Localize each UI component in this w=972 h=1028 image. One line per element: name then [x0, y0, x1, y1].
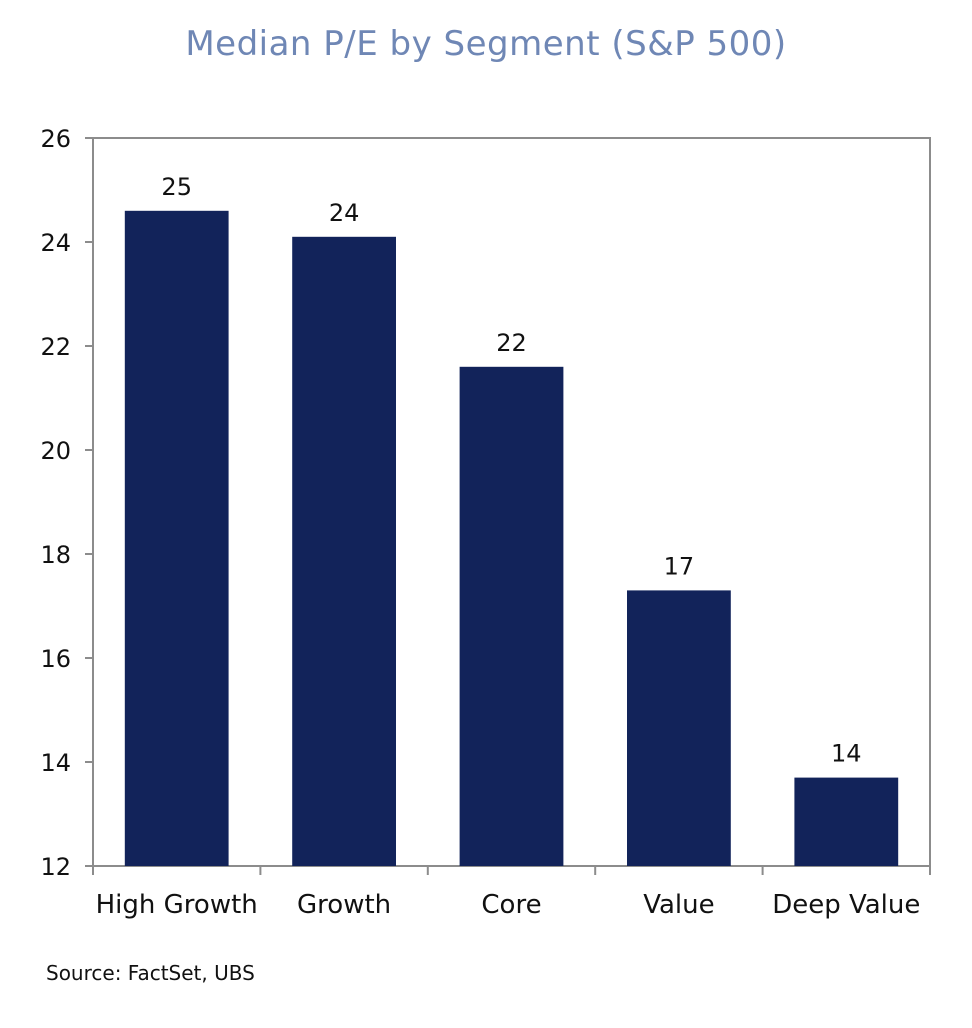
x-tick-label: Core: [481, 890, 541, 920]
y-tick-label: 20: [40, 437, 71, 465]
bar: [124, 210, 229, 867]
data-label: 25: [161, 173, 192, 201]
bar: [794, 777, 899, 866]
x-tick-label: Growth: [297, 890, 391, 920]
y-tick-label: 16: [40, 645, 71, 673]
data-label: 14: [831, 740, 862, 768]
chart-title: Median P/E by Segment (S&P 500): [185, 24, 787, 64]
x-tick-label: Value: [643, 890, 714, 920]
y-tick-label: 18: [40, 541, 71, 569]
y-axis: 12 14 16 18 20 22 24 26: [40, 125, 93, 881]
y-tick-label: 26: [40, 125, 71, 153]
y-tick-label: 14: [40, 749, 71, 777]
y-tick-label: 24: [40, 229, 71, 257]
bar: [292, 236, 396, 867]
bar: [627, 590, 731, 866]
x-tick-label: Deep Value: [772, 890, 920, 920]
source-note: Source: FactSet, UBS: [46, 961, 255, 985]
x-tick-label: High Growth: [96, 890, 258, 920]
data-label: 24: [329, 199, 360, 227]
bar: [459, 366, 564, 866]
data-label: 17: [664, 552, 695, 580]
data-label: 22: [496, 329, 527, 357]
y-tick-label: 22: [40, 333, 71, 361]
x-axis: High Growth Growth Core Value Deep Value: [92, 866, 931, 920]
y-tick-label: 12: [40, 853, 71, 881]
bar-series: 25 24 22 17 14: [124, 173, 899, 867]
